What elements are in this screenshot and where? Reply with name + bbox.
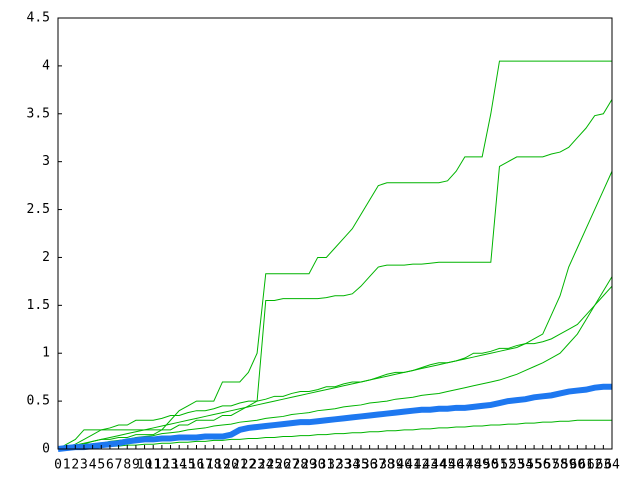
plot-area — [58, 18, 612, 449]
x-tick-label: 62 — [587, 458, 603, 473]
y-tick-label: 0.5 — [27, 394, 50, 409]
series-line — [57, 99, 613, 450]
x-tick-label: 35 — [353, 458, 369, 473]
x-tick-label: 39 — [388, 458, 404, 473]
x-tick-label: 57 — [544, 458, 560, 473]
x-tick-label: 48 — [466, 458, 482, 473]
x-tick-label: 15 — [180, 458, 196, 473]
x-tick-label: 52 — [500, 458, 516, 473]
x-tick-label: 13 — [163, 458, 179, 473]
y-tick-label: 3 — [42, 154, 50, 169]
x-tick-label: 29 — [301, 458, 317, 473]
y-tick-label: 1.5 — [27, 298, 50, 313]
x-tick-label: 36 — [362, 458, 378, 473]
y-tick-label: 2 — [42, 250, 50, 265]
x-tick-label: 54 — [518, 458, 534, 473]
x-tick-label: 0 — [54, 458, 62, 473]
x-tick-label: 10 — [137, 458, 153, 473]
x-tick-label: 16 — [189, 458, 205, 473]
x-tick-label: 44 — [431, 458, 447, 473]
x-tick-label: 2 — [71, 458, 79, 473]
x-tick-label: 56 — [535, 458, 551, 473]
x-tick-label: 41 — [405, 458, 421, 473]
x-tick-label: 47 — [457, 458, 473, 473]
x-tick-label: 23 — [249, 458, 265, 473]
x-tick-label: 64 — [604, 458, 620, 473]
x-tick-label: 61 — [578, 458, 594, 473]
series-line — [57, 60, 612, 450]
x-tick-label: 17 — [197, 458, 213, 473]
x-tick-label: 33 — [336, 458, 352, 473]
x-tick-label: 26 — [275, 458, 291, 473]
x-tick-label: 14 — [171, 458, 187, 473]
x-tick-label: 11 — [145, 458, 161, 473]
x-tick-label: 50 — [483, 458, 499, 473]
y-tick-label: 0 — [42, 442, 50, 457]
y-tick-label: 4.5 — [27, 11, 50, 26]
x-tick-label: 8 — [123, 458, 131, 473]
series-line — [57, 171, 613, 450]
x-tick-label: 58 — [552, 458, 568, 473]
x-tick-label: 1 — [63, 458, 71, 473]
x-tick-label: 31 — [319, 458, 335, 473]
x-tick-label: 12 — [154, 458, 170, 473]
x-tick-label: 7 — [115, 458, 123, 473]
x-tick-label: 37 — [370, 458, 386, 473]
y-tick-label: 4 — [42, 58, 50, 73]
x-tick-label: 40 — [396, 458, 412, 473]
x-tick-label: 45 — [440, 458, 456, 473]
x-tick-label: 38 — [379, 458, 395, 473]
x-tick-label: 49 — [474, 458, 490, 473]
x-tick-label: 19 — [215, 458, 231, 473]
x-tick-label: 21 — [232, 458, 248, 473]
y-tick-label: 3.5 — [27, 106, 50, 121]
x-tick-label: 42 — [414, 458, 430, 473]
x-tick-label: 3 — [80, 458, 88, 473]
x-tick-label: 51 — [492, 458, 508, 473]
y-tick-label: 1 — [42, 346, 50, 361]
x-tick-label: 25 — [267, 458, 283, 473]
x-tick-label: 55 — [526, 458, 542, 473]
x-tick-label: 20 — [223, 458, 239, 473]
x-tick-label: 60 — [570, 458, 586, 473]
x-tick-label: 27 — [284, 458, 300, 473]
x-tick-label: 59 — [561, 458, 577, 473]
x-tick-label: 28 — [293, 458, 309, 473]
series-line — [57, 285, 613, 450]
x-tick-label: 5 — [97, 458, 105, 473]
series-line — [58, 419, 612, 450]
series-line — [57, 383, 612, 452]
x-tick-label: 34 — [344, 458, 360, 473]
x-tick-label: 22 — [241, 458, 257, 473]
x-tick-label: 24 — [258, 458, 274, 473]
x-tick-label: 46 — [448, 458, 464, 473]
x-tick-label: 53 — [509, 458, 525, 473]
y-tick-label: 2.5 — [27, 202, 50, 217]
series-line — [58, 276, 613, 450]
x-tick-label: 4 — [89, 458, 97, 473]
x-tick-label: 32 — [327, 458, 343, 473]
x-tick-label: 18 — [206, 458, 222, 473]
x-tick-label: 6 — [106, 458, 114, 473]
x-tick-label: 43 — [422, 458, 438, 473]
x-tick-label: 30 — [310, 458, 326, 473]
x-tick-label: 9 — [132, 458, 140, 473]
x-tick-label: 63 — [596, 458, 612, 473]
